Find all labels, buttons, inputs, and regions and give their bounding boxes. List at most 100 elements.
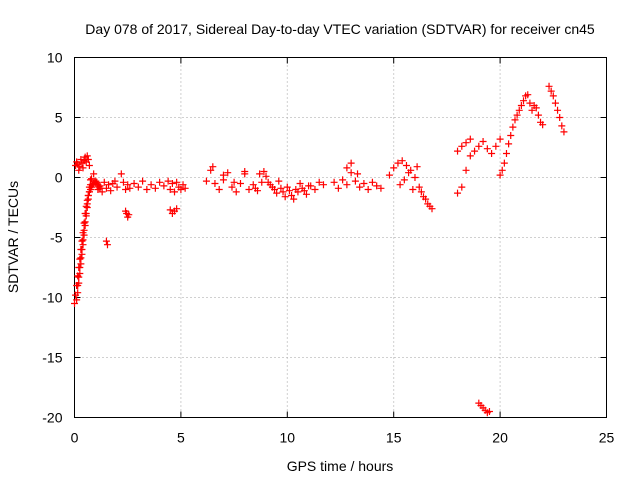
data-point [415, 183, 423, 191]
data-point [507, 132, 515, 139]
y-tick-labels: -20 -15 -10 -5 0 5 10 [42, 50, 62, 426]
data-point [245, 186, 253, 193]
x-tick-label: 5 [177, 430, 185, 446]
data-point [524, 91, 532, 99]
data-point [86, 176, 94, 184]
data-point [500, 159, 508, 167]
data-point [75, 273, 83, 281]
data-point [343, 164, 351, 172]
data-point [211, 180, 219, 187]
data-point [273, 189, 281, 197]
data-point [166, 186, 174, 193]
data-point [368, 178, 376, 186]
data-point [454, 189, 462, 197]
data-point [515, 106, 523, 114]
data-point [219, 171, 227, 179]
data-point [168, 180, 176, 187]
data-point [78, 237, 86, 245]
data-point [483, 145, 491, 153]
data-point [232, 188, 240, 196]
data-point [360, 180, 368, 187]
data-point [528, 106, 536, 114]
data-point [554, 106, 562, 114]
data-point [517, 102, 525, 109]
x-tick-label: 0 [71, 430, 79, 446]
data-point [496, 135, 504, 143]
data-point [83, 152, 91, 160]
data-point [400, 176, 408, 184]
data-point [560, 128, 568, 136]
data-point [98, 188, 106, 196]
data-point [81, 218, 89, 226]
y-tick-label: -10 [42, 290, 62, 306]
data-point [558, 122, 566, 130]
data-point [532, 104, 540, 112]
data-point [396, 181, 404, 189]
data-point [479, 138, 487, 145]
y-tick-label: -15 [42, 350, 62, 366]
data-point [266, 181, 274, 189]
data-point [88, 175, 96, 183]
data-point [498, 166, 506, 174]
data-point [76, 270, 84, 277]
data-point [177, 186, 185, 193]
data-point [77, 156, 85, 163]
data-point [290, 195, 298, 203]
data-point [277, 184, 285, 192]
data-point [181, 184, 189, 192]
x-axis-label: GPS time / hours [287, 458, 394, 474]
data-point [77, 260, 85, 268]
data-point [311, 186, 319, 193]
data-point [305, 182, 313, 190]
data-point [236, 180, 244, 187]
data-point [511, 116, 519, 124]
data-point [73, 296, 81, 304]
data-point [76, 264, 84, 271]
x-tick-labels: 0 5 10 15 20 25 [71, 430, 615, 446]
data-point [526, 99, 534, 107]
data-point [405, 169, 413, 177]
data-point [80, 226, 88, 234]
data-point [496, 171, 504, 179]
data-point [76, 255, 84, 263]
data-point [143, 186, 151, 193]
data-point [385, 171, 393, 179]
data-point [347, 169, 355, 177]
data-point [534, 111, 542, 119]
y-tick-label: 0 [55, 170, 63, 186]
data-point [502, 150, 510, 157]
data-point [411, 174, 419, 181]
data-point [319, 181, 327, 189]
data-point [343, 181, 351, 189]
data-point [79, 164, 87, 172]
data-point [260, 168, 268, 175]
data-point [377, 184, 385, 192]
data-point [209, 163, 217, 171]
data-point [458, 183, 466, 191]
data-point [147, 181, 155, 189]
data-point [166, 206, 174, 214]
data-point [262, 172, 270, 180]
data-point [75, 166, 83, 174]
data-point [462, 166, 470, 174]
data-point [224, 169, 232, 177]
data-point [285, 187, 293, 195]
data-point [292, 186, 300, 193]
data-point [139, 177, 147, 185]
data-point [241, 168, 249, 175]
data-point [84, 192, 92, 199]
data-point [119, 178, 127, 186]
data-point [330, 178, 338, 186]
data-point [207, 166, 215, 174]
data-point [296, 180, 304, 187]
data-point [122, 186, 130, 193]
data-point [90, 170, 98, 178]
data-point [466, 135, 474, 143]
data-point [462, 139, 470, 147]
data-point [111, 177, 119, 185]
data-point [96, 182, 104, 190]
data-point [409, 186, 417, 193]
data-point [228, 183, 236, 191]
data-point [545, 82, 553, 90]
data-point [488, 150, 496, 157]
